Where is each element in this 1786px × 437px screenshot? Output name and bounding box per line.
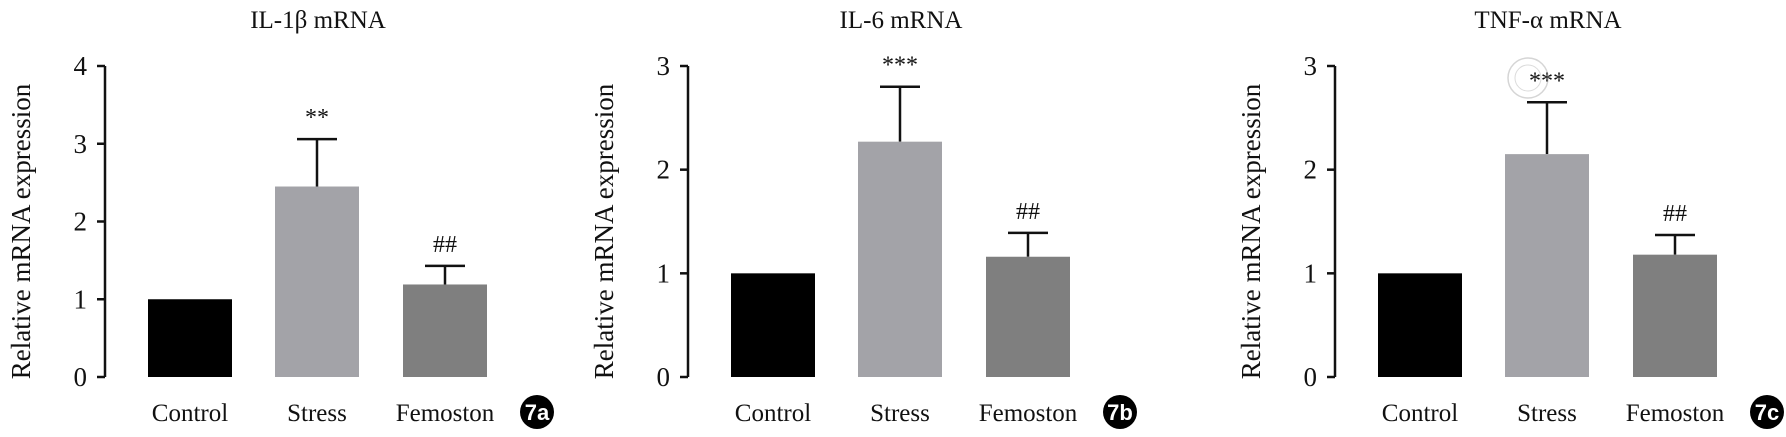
- y-tick-label: 1: [657, 258, 671, 288]
- y-tick-label: 3: [74, 129, 88, 159]
- chart-panel-7c: TNF-α mRNA Relative mRNA expression 0 1 2 3 Co…: [1236, 7, 1784, 429]
- bar-stress: [275, 186, 359, 377]
- bar-control: [1378, 273, 1462, 377]
- bar-femoston: [403, 284, 487, 377]
- y-tick-label: 2: [74, 207, 88, 237]
- panel-badge-label: 7a: [525, 400, 550, 425]
- y-tick-label: 2: [657, 155, 671, 185]
- watermark-circle: [1507, 57, 1549, 99]
- bar-femoston: [1633, 254, 1717, 377]
- chart-title: IL-6 mRNA: [840, 7, 963, 34]
- x-tick-label: Control: [735, 400, 811, 427]
- y-axis-label: Relative mRNA expression: [589, 83, 619, 379]
- y-axis-label: Relative mRNA expression: [1236, 83, 1266, 379]
- panel-badge: [1103, 395, 1137, 429]
- panel-badge-label: 7b: [1107, 400, 1133, 425]
- x-tick-label: Femoston: [979, 400, 1078, 427]
- y-tick-label: 4: [74, 51, 88, 81]
- x-tick-label: Stress: [287, 400, 347, 427]
- chart-panel-7a: IL-1β mRNA Relative mRNA expression 0 1 2 3 4 C…: [6, 7, 554, 429]
- x-tick-label: Stress: [1517, 400, 1577, 427]
- significance-label: ##: [1663, 201, 1687, 227]
- panel-badge: [520, 395, 554, 429]
- bar-stress: [858, 141, 942, 377]
- y-tick-label: 1: [1304, 258, 1318, 288]
- x-tick-label: Control: [1382, 400, 1458, 427]
- significance-label: ***: [882, 53, 918, 79]
- y-tick-label: 3: [657, 51, 671, 81]
- x-tick-label: Stress: [870, 400, 930, 427]
- watermark-seal: [1507, 57, 1549, 99]
- chart-title: TNF-α mRNA: [1474, 7, 1621, 34]
- chart-title: IL-1β mRNA: [250, 7, 386, 34]
- panel-badge-label: 7c: [1755, 400, 1779, 425]
- y-axis-label: Relative mRNA expression: [6, 83, 36, 379]
- significance-label: **: [305, 105, 329, 131]
- panel-badge: [1750, 395, 1784, 429]
- y-tick-label: 0: [1304, 362, 1318, 392]
- x-tick-label: Femoston: [1626, 400, 1725, 427]
- y-tick-label: 1: [74, 284, 88, 314]
- x-tick-label: Femoston: [396, 400, 495, 427]
- bar-control: [731, 273, 815, 377]
- y-tick-label: 0: [657, 362, 671, 392]
- watermark-inner-circle: [1514, 64, 1542, 92]
- x-tick-label: Control: [152, 400, 228, 427]
- bar-stress: [1505, 154, 1589, 377]
- bar-femoston: [986, 256, 1070, 377]
- bar-control: [148, 299, 232, 377]
- chart-panel-7b: IL-6 mRNA Relative mRNA expression 0 1 2 3 Con…: [589, 7, 1137, 429]
- y-tick-label: 3: [1304, 51, 1318, 81]
- y-tick-label: 2: [1304, 155, 1318, 185]
- significance-label: ***: [1529, 68, 1565, 94]
- significance-label: ##: [433, 232, 457, 258]
- significance-label: ##: [1016, 199, 1040, 225]
- y-tick-label: 0: [74, 362, 88, 392]
